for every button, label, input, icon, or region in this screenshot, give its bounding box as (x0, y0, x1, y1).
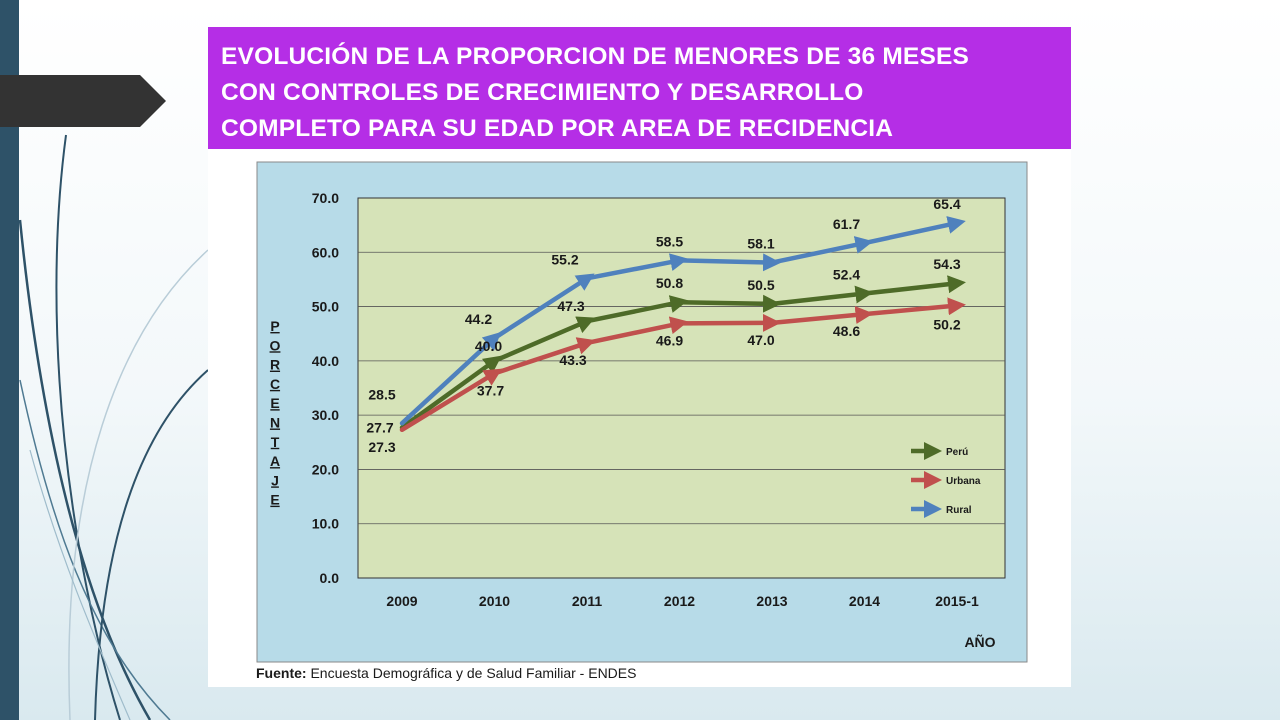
data-label: 48.6 (833, 323, 860, 339)
chart-panel: 0.0 10.0 20.0 30.0 40.0 50.0 60.0 70.0 2009 2010 2… (208, 149, 1071, 687)
y-axis-title-letter: O (270, 337, 281, 353)
series-segment-urbana (769, 306, 874, 326)
data-label: 47.0 (747, 332, 774, 348)
data-label: 46.9 (656, 332, 683, 348)
data-label: 58.5 (656, 233, 683, 249)
title-line: EVOLUCIÓN DE LA PROPORCION DE MENORES DE… (221, 43, 970, 70)
series-segment-urbana (492, 337, 596, 376)
y-tick-label: 0.0 (320, 570, 340, 586)
decor-curve (94, 369, 209, 720)
data-label: 50.5 (747, 277, 774, 293)
series-segment-rural (584, 253, 689, 281)
data-label: 52.4 (833, 267, 860, 283)
series-segment-perú (492, 316, 596, 364)
x-tick-label: 2009 (386, 593, 417, 609)
data-label: 40.0 (475, 338, 502, 354)
data-label: 61.7 (833, 216, 860, 232)
y-axis-title-letter: J (271, 472, 279, 488)
y-tick-label: 40.0 (312, 353, 339, 369)
data-label: 65.4 (933, 196, 960, 212)
series-segment-perú (399, 355, 502, 430)
y-axis-title-letter: A (270, 453, 280, 469)
y-axis-title-letter: C (270, 376, 280, 392)
source-label: Fuente: (256, 665, 307, 681)
data-label: 50.8 (656, 275, 683, 291)
left-accent-bar (0, 0, 19, 720)
data-label: 44.2 (465, 311, 492, 327)
series-segment-urbana (862, 297, 966, 317)
x-tick-label: 2012 (664, 593, 695, 609)
arrow-tab (0, 75, 166, 127)
data-label: 28.5 (368, 386, 395, 402)
legend-label: Urbana (946, 476, 981, 487)
decor-curve (19, 379, 171, 720)
x-tick-label: 2013 (756, 593, 787, 609)
data-label: 47.3 (557, 298, 584, 314)
x-tick-label: 2010 (479, 593, 510, 609)
x-tick-label: 2014 (849, 593, 880, 609)
line-chart: 0.0 10.0 20.0 30.0 40.0 50.0 60.0 70.0 2009 2010 2… (256, 161, 1028, 663)
legend-label: Perú (946, 447, 968, 458)
series-segment-rural (677, 253, 781, 272)
series-segment-rural (399, 331, 502, 426)
x-tick-label: 2015-1 (935, 593, 979, 609)
data-label: 58.1 (747, 236, 774, 252)
series-segment-perú (769, 285, 874, 307)
y-axis-title-letter: E (270, 395, 279, 411)
series-segment-rural (769, 236, 874, 265)
source-text: Encuesta Demográfica y de Salud Familiar… (306, 665, 637, 681)
y-tick-label: 70.0 (312, 190, 339, 206)
y-axis-title-letter: R (270, 357, 280, 373)
series-segment-perú (584, 295, 689, 324)
series-segment-urbana (677, 313, 781, 332)
y-tick-label: 10.0 (312, 516, 339, 532)
y-tick-label: 20.0 (312, 461, 339, 477)
y-tick-label: 50.0 (312, 299, 339, 315)
data-label: 54.3 (933, 256, 960, 272)
y-tick-label: 30.0 (312, 407, 339, 423)
data-label: 37.7 (477, 382, 504, 398)
legend-label: Rural (946, 505, 972, 516)
data-label: 50.2 (933, 316, 960, 332)
decor-curve (29, 449, 131, 720)
slide-title: EVOLUCIÓN DE LA PROPORCION DE MENORES DE… (208, 27, 1071, 149)
y-axis-title-letter: P (270, 318, 279, 334)
title-line: CON CONTROLES DE CRECIMIENTO Y DESARROLL… (221, 79, 864, 106)
x-tick-label: 2011 (572, 593, 603, 609)
series-segment-urbana (399, 368, 503, 433)
source-note: Fuente: Encuesta Demográfica y de Salud … (256, 665, 636, 681)
series-segment-urbana (584, 316, 689, 346)
title-line: COMPLETO PARA SU EDAD POR AREA DE RECIDE… (221, 115, 894, 142)
data-label: 43.3 (559, 352, 586, 368)
y-tick-label: 60.0 (312, 244, 339, 260)
data-label: 27.3 (368, 439, 395, 455)
decor-curve (55, 134, 121, 720)
series-segment-perú (677, 294, 781, 313)
data-label: 27.7 (366, 420, 393, 436)
y-axis-title-letter: T (271, 434, 280, 450)
decor-curve (18, 219, 152, 720)
y-axis-title-letter: N (270, 415, 280, 431)
series-segment-perú (862, 275, 966, 296)
data-label: 55.2 (551, 251, 578, 267)
series-segment-rural (492, 273, 595, 341)
decor-curve (68, 249, 209, 720)
series-segment-rural (862, 216, 966, 246)
y-axis-title-letter: E (270, 492, 279, 508)
x-axis-title: AÑO (964, 633, 995, 650)
